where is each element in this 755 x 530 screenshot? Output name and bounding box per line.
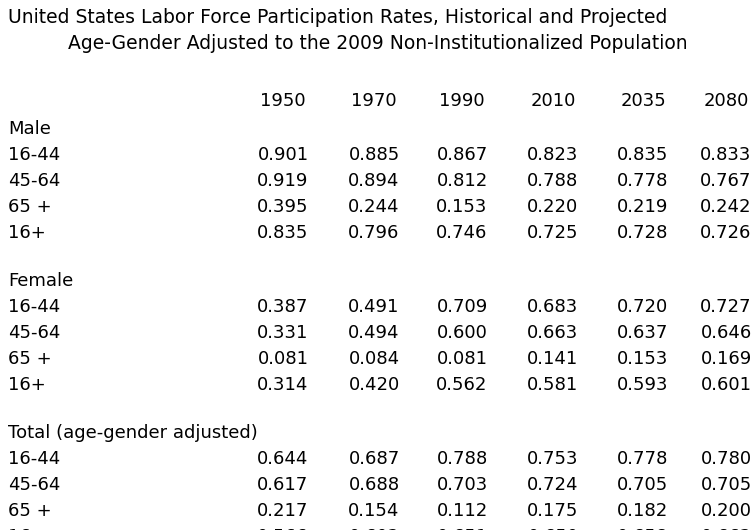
Text: 2010: 2010 <box>530 92 575 110</box>
Text: 1970: 1970 <box>351 92 397 110</box>
Text: 0.420: 0.420 <box>348 376 399 394</box>
Text: 0.395: 0.395 <box>257 198 309 216</box>
Text: 45-64: 45-64 <box>8 324 60 342</box>
Text: 0.244: 0.244 <box>348 198 399 216</box>
Text: 0.217: 0.217 <box>257 502 309 520</box>
Text: 0.727: 0.727 <box>700 298 752 316</box>
Text: 2080: 2080 <box>704 92 749 110</box>
Text: 0.687: 0.687 <box>348 450 399 468</box>
Text: Male: Male <box>8 120 51 138</box>
Text: 0.154: 0.154 <box>348 502 399 520</box>
Text: Total (age-gender adjusted): Total (age-gender adjusted) <box>8 424 257 442</box>
Text: 0.835: 0.835 <box>618 146 669 164</box>
Text: 0.081: 0.081 <box>257 350 309 368</box>
Text: 0.767: 0.767 <box>701 172 752 190</box>
Text: 0.182: 0.182 <box>618 502 669 520</box>
Text: 0.812: 0.812 <box>436 172 488 190</box>
Text: 0.081: 0.081 <box>436 350 488 368</box>
Text: 0.602: 0.602 <box>349 528 399 530</box>
Text: 16-44: 16-44 <box>8 298 60 316</box>
Text: 0.601: 0.601 <box>701 376 751 394</box>
Text: 0.780: 0.780 <box>701 450 751 468</box>
Text: 0.600: 0.600 <box>436 324 488 342</box>
Text: 0.788: 0.788 <box>436 450 488 468</box>
Text: 0.141: 0.141 <box>528 350 578 368</box>
Text: 65 +: 65 + <box>8 198 51 216</box>
Text: 65 +: 65 + <box>8 502 51 520</box>
Text: 0.242: 0.242 <box>700 198 752 216</box>
Text: 1990: 1990 <box>439 92 485 110</box>
Text: 0.688: 0.688 <box>349 476 399 494</box>
Text: 45-64: 45-64 <box>8 476 60 494</box>
Text: 0.169: 0.169 <box>701 350 752 368</box>
Text: 0.778: 0.778 <box>618 172 669 190</box>
Text: United States Labor Force Participation Rates, Historical and Projected: United States Labor Force Participation … <box>8 8 667 27</box>
Text: 0.387: 0.387 <box>257 298 309 316</box>
Text: 0.153: 0.153 <box>436 198 488 216</box>
Text: 16-44: 16-44 <box>8 450 60 468</box>
Text: 0.703: 0.703 <box>436 476 488 494</box>
Text: 16-44: 16-44 <box>8 146 60 164</box>
Text: 0.726: 0.726 <box>701 224 752 242</box>
Text: 45-64: 45-64 <box>8 172 60 190</box>
Text: 0.796: 0.796 <box>348 224 399 242</box>
Text: 0.637: 0.637 <box>618 324 669 342</box>
Text: 0.835: 0.835 <box>257 224 309 242</box>
Text: 0.919: 0.919 <box>257 172 309 190</box>
Text: 0.220: 0.220 <box>528 198 578 216</box>
Text: 0.728: 0.728 <box>618 224 669 242</box>
Text: 0.494: 0.494 <box>348 324 399 342</box>
Text: 0.219: 0.219 <box>618 198 669 216</box>
Text: 0.753: 0.753 <box>527 450 579 468</box>
Text: 0.720: 0.720 <box>618 298 669 316</box>
Text: 0.153: 0.153 <box>618 350 669 368</box>
Text: 0.650: 0.650 <box>528 528 578 530</box>
Text: 0.778: 0.778 <box>618 450 669 468</box>
Text: 0.709: 0.709 <box>436 298 488 316</box>
Text: 0.084: 0.084 <box>349 350 399 368</box>
Text: 0.867: 0.867 <box>436 146 488 164</box>
Text: 0.683: 0.683 <box>528 298 578 316</box>
Text: 1950: 1950 <box>260 92 306 110</box>
Text: 0.200: 0.200 <box>701 502 751 520</box>
Text: 16+: 16+ <box>8 376 46 394</box>
Text: 0.894: 0.894 <box>348 172 399 190</box>
Text: Age-Gender Adjusted to the 2009 Non-Institutionalized Population: Age-Gender Adjusted to the 2009 Non-Inst… <box>68 34 687 53</box>
Text: 16+: 16+ <box>8 528 46 530</box>
Text: 0.885: 0.885 <box>348 146 399 164</box>
Text: 65 +: 65 + <box>8 350 51 368</box>
Text: 0.746: 0.746 <box>436 224 488 242</box>
Text: 0.617: 0.617 <box>257 476 309 494</box>
Text: 0.833: 0.833 <box>701 146 752 164</box>
Text: 0.651: 0.651 <box>436 528 488 530</box>
Text: 0.112: 0.112 <box>436 502 488 520</box>
Text: Female: Female <box>8 272 73 290</box>
Text: 0.901: 0.901 <box>257 146 309 164</box>
Text: 0.593: 0.593 <box>618 376 669 394</box>
Text: 0.646: 0.646 <box>701 324 752 342</box>
Text: 0.662: 0.662 <box>701 528 752 530</box>
Text: 0.331: 0.331 <box>257 324 309 342</box>
Text: 0.314: 0.314 <box>257 376 309 394</box>
Text: 2035: 2035 <box>620 92 666 110</box>
Text: 0.705: 0.705 <box>701 476 752 494</box>
Text: 0.663: 0.663 <box>528 324 578 342</box>
Text: 0.644: 0.644 <box>257 450 309 468</box>
Text: 0.725: 0.725 <box>527 224 579 242</box>
Text: 0.491: 0.491 <box>348 298 399 316</box>
Text: 16+: 16+ <box>8 224 46 242</box>
Text: 0.175: 0.175 <box>527 502 578 520</box>
Text: 0.581: 0.581 <box>528 376 578 394</box>
Text: 0.823: 0.823 <box>527 146 578 164</box>
Text: 0.705: 0.705 <box>618 476 669 494</box>
Text: 0.788: 0.788 <box>528 172 578 190</box>
Text: 0.566: 0.566 <box>257 528 309 530</box>
Text: 0.724: 0.724 <box>527 476 579 494</box>
Text: 0.658: 0.658 <box>618 528 669 530</box>
Text: 0.562: 0.562 <box>436 376 488 394</box>
